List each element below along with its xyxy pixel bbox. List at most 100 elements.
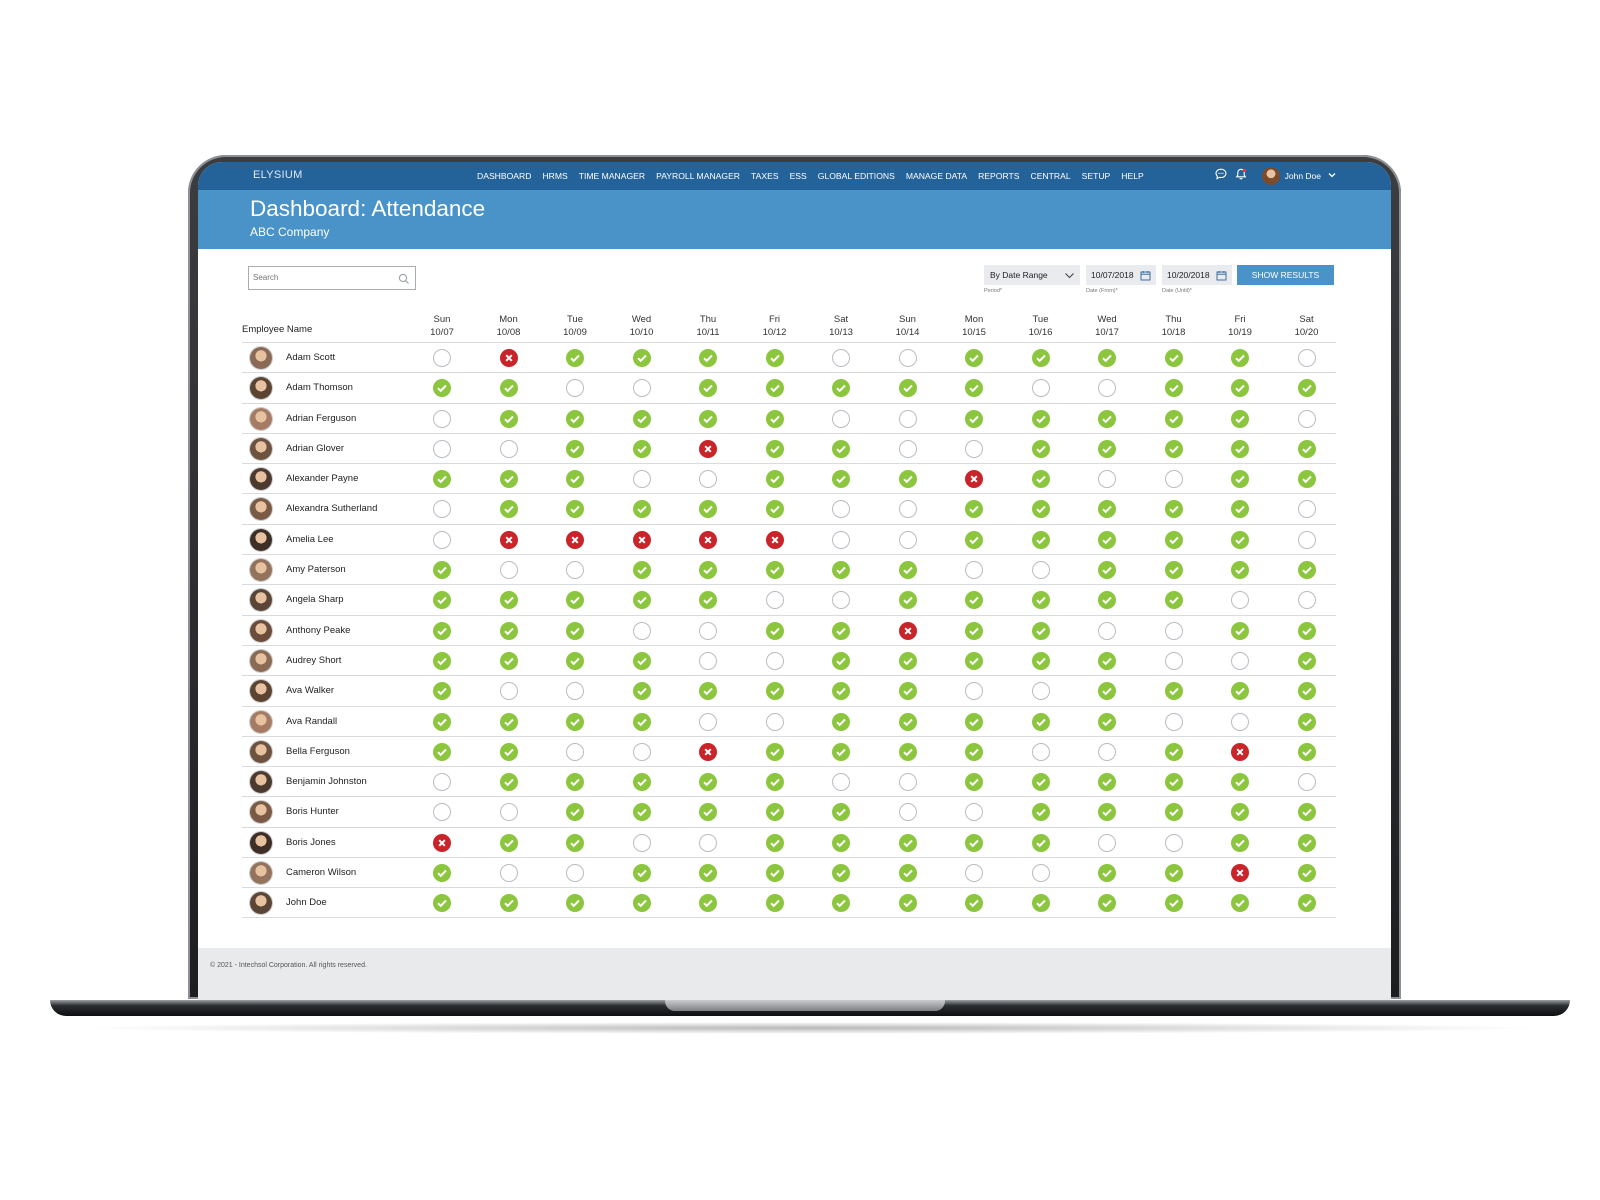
present-check-icon[interactable]: [1231, 409, 1249, 428]
present-check-icon[interactable]: [1164, 561, 1183, 580]
table-row[interactable]: Adam Scott: [242, 342, 1336, 372]
present-check-icon[interactable]: [1098, 591, 1116, 610]
present-check-icon[interactable]: [433, 651, 451, 670]
present-check-icon[interactable]: [1031, 712, 1050, 731]
empty-circle-icon[interactable]: [433, 803, 451, 822]
empty-circle-icon[interactable]: [965, 864, 983, 883]
present-check-icon[interactable]: [433, 864, 451, 883]
present-check-icon[interactable]: [433, 742, 451, 761]
empty-circle-icon[interactable]: [965, 803, 983, 822]
present-check-icon[interactable]: [765, 894, 784, 913]
present-check-icon[interactable]: [898, 894, 917, 913]
present-check-icon[interactable]: [499, 409, 518, 428]
empty-circle-icon[interactable]: [832, 500, 850, 519]
present-check-icon[interactable]: [1031, 591, 1050, 610]
present-check-icon[interactable]: [699, 500, 717, 519]
empty-circle-icon[interactable]: [699, 621, 717, 640]
nav-item-manage-data[interactable]: MANAGE DATA: [905, 171, 968, 181]
empty-circle-icon[interactable]: [898, 803, 917, 822]
present-check-icon[interactable]: [1098, 712, 1116, 731]
present-check-icon[interactable]: [566, 712, 584, 731]
present-check-icon[interactable]: [1031, 651, 1050, 670]
present-check-icon[interactable]: [499, 773, 518, 792]
chat-icon[interactable]: [1214, 167, 1228, 186]
present-check-icon[interactable]: [632, 561, 651, 580]
employee-name[interactable]: Boris Hunter: [286, 806, 339, 818]
absent-cross-icon[interactable]: [765, 530, 784, 549]
empty-circle-icon[interactable]: [1164, 651, 1183, 670]
empty-circle-icon[interactable]: [499, 803, 518, 822]
date-from-field[interactable]: 10/07/2018: [1086, 265, 1156, 285]
table-row[interactable]: Ava Randall: [242, 705, 1336, 736]
empty-circle-icon[interactable]: [1098, 742, 1116, 761]
present-check-icon[interactable]: [1164, 803, 1183, 822]
present-check-icon[interactable]: [765, 742, 784, 761]
empty-circle-icon[interactable]: [1297, 409, 1316, 428]
empty-circle-icon[interactable]: [898, 409, 917, 428]
employee-name[interactable]: Cameron Wilson: [286, 867, 357, 879]
employee-name[interactable]: Amelia Lee: [286, 533, 334, 545]
present-check-icon[interactable]: [499, 591, 518, 610]
present-check-icon[interactable]: [566, 470, 584, 489]
present-check-icon[interactable]: [433, 712, 451, 731]
empty-circle-icon[interactable]: [433, 530, 451, 549]
present-check-icon[interactable]: [433, 379, 451, 398]
empty-circle-icon[interactable]: [1031, 742, 1050, 761]
present-check-icon[interactable]: [1231, 530, 1249, 549]
nav-item-global-editions[interactable]: GLOBAL EDITIONS: [817, 171, 895, 181]
empty-circle-icon[interactable]: [1098, 470, 1116, 489]
present-check-icon[interactable]: [566, 651, 584, 670]
empty-circle-icon[interactable]: [1164, 712, 1183, 731]
present-check-icon[interactable]: [1297, 864, 1316, 883]
absent-cross-icon[interactable]: [699, 742, 717, 761]
absent-cross-icon[interactable]: [433, 833, 451, 852]
present-check-icon[interactable]: [499, 712, 518, 731]
empty-circle-icon[interactable]: [699, 712, 717, 731]
present-check-icon[interactable]: [433, 591, 451, 610]
present-check-icon[interactable]: [965, 530, 983, 549]
present-check-icon[interactable]: [1098, 773, 1116, 792]
present-check-icon[interactable]: [1031, 621, 1050, 640]
employee-name[interactable]: Amy Paterson: [286, 564, 346, 576]
absent-cross-icon[interactable]: [965, 470, 983, 489]
empty-circle-icon[interactable]: [1098, 621, 1116, 640]
table-row[interactable]: Boris Hunter: [242, 796, 1336, 826]
empty-circle-icon[interactable]: [632, 833, 651, 852]
search-input[interactable]: [249, 267, 393, 288]
employee-name[interactable]: Benjamin Johnston: [286, 776, 367, 788]
present-check-icon[interactable]: [632, 409, 651, 428]
present-check-icon[interactable]: [499, 894, 518, 913]
present-check-icon[interactable]: [632, 894, 651, 913]
nav-item-help[interactable]: HELP: [1121, 171, 1144, 181]
employee-name[interactable]: Anthony Peake: [286, 624, 351, 636]
present-check-icon[interactable]: [898, 561, 917, 580]
empty-circle-icon[interactable]: [632, 379, 651, 398]
empty-circle-icon[interactable]: [566, 682, 584, 701]
present-check-icon[interactable]: [1297, 682, 1316, 701]
present-check-icon[interactable]: [1031, 833, 1050, 852]
present-check-icon[interactable]: [1031, 500, 1050, 519]
present-check-icon[interactable]: [566, 621, 584, 640]
empty-circle-icon[interactable]: [566, 561, 584, 580]
present-check-icon[interactable]: [699, 379, 717, 398]
empty-circle-icon[interactable]: [898, 349, 917, 367]
present-check-icon[interactable]: [699, 561, 717, 580]
present-check-icon[interactable]: [1297, 712, 1316, 731]
nav-item-setup[interactable]: SETUP: [1081, 171, 1111, 181]
present-check-icon[interactable]: [898, 682, 917, 701]
employee-name[interactable]: Adrian Ferguson: [286, 412, 357, 424]
present-check-icon[interactable]: [1098, 682, 1116, 701]
period-select[interactable]: By Date Range: [984, 265, 1080, 285]
table-row[interactable]: Amy Paterson: [242, 554, 1336, 584]
present-check-icon[interactable]: [433, 894, 451, 913]
present-check-icon[interactable]: [1297, 470, 1316, 489]
present-check-icon[interactable]: [965, 742, 983, 761]
present-check-icon[interactable]: [1231, 500, 1249, 519]
empty-circle-icon[interactable]: [765, 712, 784, 731]
employee-name[interactable]: John Doe: [286, 897, 327, 909]
present-check-icon[interactable]: [1231, 894, 1249, 913]
present-check-icon[interactable]: [832, 470, 850, 489]
present-check-icon[interactable]: [1098, 439, 1116, 458]
empty-circle-icon[interactable]: [566, 742, 584, 761]
nav-item-payroll-manager[interactable]: PAYROLL MANAGER: [656, 171, 741, 181]
